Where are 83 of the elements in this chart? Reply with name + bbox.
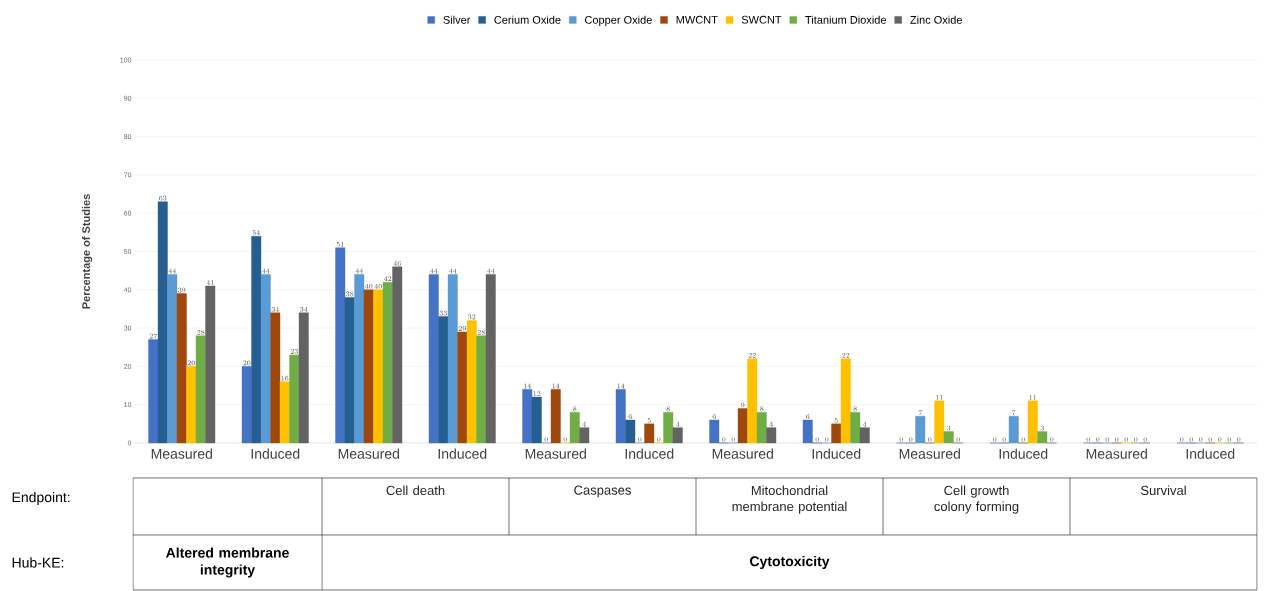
x-tick-label: Measured: [338, 448, 399, 459]
bar: [615, 389, 626, 444]
x-tick-label: Measured: [525, 448, 586, 459]
x-tick-label: Measured: [712, 448, 773, 459]
y-axis-title: Percentage of Studies: [81, 194, 93, 309]
text: Altered membrane integrity: [166, 547, 289, 578]
text: Mitochondrial membrane potential: [732, 485, 847, 514]
bar: [157, 201, 168, 444]
legend-label: Silver: [443, 15, 471, 24]
bar: [1027, 400, 1038, 444]
x-tick-label: Measured: [151, 448, 212, 459]
x-tick-label: Induced: [625, 448, 674, 459]
x-tick-label: Induced: [999, 448, 1048, 459]
bar: [344, 297, 355, 444]
bar: [428, 274, 439, 444]
text: Cell death: [386, 485, 445, 496]
bar: [756, 412, 767, 444]
bar: [485, 274, 496, 444]
bar: [531, 396, 542, 444]
bar: [550, 389, 561, 444]
bar: [279, 381, 290, 444]
bar: [148, 339, 159, 444]
text: Hub-KE:: [12, 557, 64, 568]
text: Endpoint:: [12, 491, 70, 506]
bar: [943, 431, 954, 444]
bar: [289, 354, 300, 444]
bar: [709, 419, 720, 444]
bar: [569, 412, 580, 444]
legend-label: Copper Oxide: [585, 15, 652, 26]
bar: [850, 412, 861, 444]
bar: [915, 415, 926, 444]
text: Survival: [1140, 485, 1186, 496]
x-tick-label: Induced: [251, 448, 300, 459]
text: Caspases: [574, 485, 631, 498]
bar: [522, 389, 533, 444]
bar: [840, 358, 851, 444]
legend-label: Zinc Oxide: [910, 15, 962, 24]
bar: [438, 316, 449, 444]
bar: [298, 312, 309, 444]
legend-label: SWCNT: [741, 15, 782, 24]
bar: [251, 235, 262, 444]
bar: [644, 423, 655, 444]
bar: [195, 335, 206, 444]
bar: [1037, 431, 1048, 444]
bar: [392, 266, 403, 444]
bar: [466, 320, 477, 444]
bar: [260, 274, 271, 444]
bar: [663, 412, 674, 444]
x-tick-label: Induced: [438, 448, 487, 459]
bar: [447, 274, 458, 444]
legend-label: MWCNT: [676, 15, 718, 24]
bar: [335, 247, 346, 444]
bar: [859, 427, 870, 444]
bar: [802, 419, 813, 444]
legend-label: Titanium Dioxide: [805, 15, 886, 24]
bar: [167, 274, 178, 444]
bar: [457, 331, 468, 444]
text: Cell growth colony forming: [934, 485, 1019, 514]
bar: [625, 419, 636, 444]
x-tick-label: Induced: [1186, 448, 1235, 459]
bar: [186, 366, 197, 444]
bar: [176, 293, 187, 444]
x-tick-label: Induced: [812, 448, 861, 459]
bar: [382, 281, 393, 444]
bar: [1008, 415, 1019, 444]
legend-label: Cerium Oxide: [494, 15, 561, 24]
x-tick-label: Measured: [899, 448, 960, 459]
bar: [363, 289, 374, 444]
bar: [672, 427, 683, 444]
bar: [766, 427, 777, 444]
bar: [747, 358, 758, 444]
bar: [579, 427, 590, 444]
bar: [934, 400, 945, 444]
bar: [270, 312, 281, 444]
bar: [831, 423, 842, 444]
x-tick-label: Measured: [1086, 448, 1147, 459]
bar: [205, 285, 216, 444]
bar: [373, 289, 384, 444]
text: Cytotoxicity: [750, 555, 830, 570]
bar: [476, 335, 487, 444]
bar: [354, 274, 365, 444]
bar: [241, 366, 252, 444]
bar: [737, 408, 748, 444]
